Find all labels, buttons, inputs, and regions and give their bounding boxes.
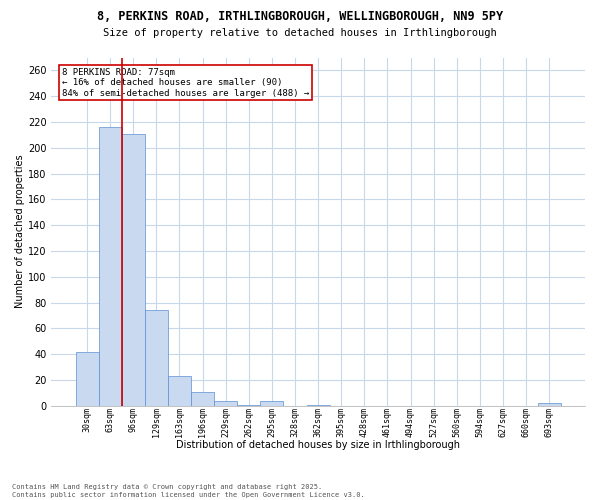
- Bar: [307, 404, 329, 406]
- Bar: [191, 392, 214, 406]
- Bar: [145, 310, 168, 406]
- Bar: [98, 127, 122, 406]
- Text: Contains HM Land Registry data © Crown copyright and database right 2025.
Contai: Contains HM Land Registry data © Crown c…: [12, 484, 365, 498]
- Bar: [237, 404, 260, 406]
- Bar: [538, 404, 561, 406]
- Text: 8, PERKINS ROAD, IRTHLINGBOROUGH, WELLINGBOROUGH, NN9 5PY: 8, PERKINS ROAD, IRTHLINGBOROUGH, WELLIN…: [97, 10, 503, 23]
- Bar: [260, 400, 283, 406]
- Bar: [76, 352, 98, 406]
- Bar: [122, 134, 145, 406]
- Text: 8 PERKINS ROAD: 77sqm
← 16% of detached houses are smaller (90)
84% of semi-deta: 8 PERKINS ROAD: 77sqm ← 16% of detached …: [62, 68, 309, 98]
- Text: Size of property relative to detached houses in Irthlingborough: Size of property relative to detached ho…: [103, 28, 497, 38]
- Bar: [214, 400, 237, 406]
- Bar: [168, 376, 191, 406]
- X-axis label: Distribution of detached houses by size in Irthlingborough: Distribution of detached houses by size …: [176, 440, 460, 450]
- Y-axis label: Number of detached properties: Number of detached properties: [15, 155, 25, 308]
